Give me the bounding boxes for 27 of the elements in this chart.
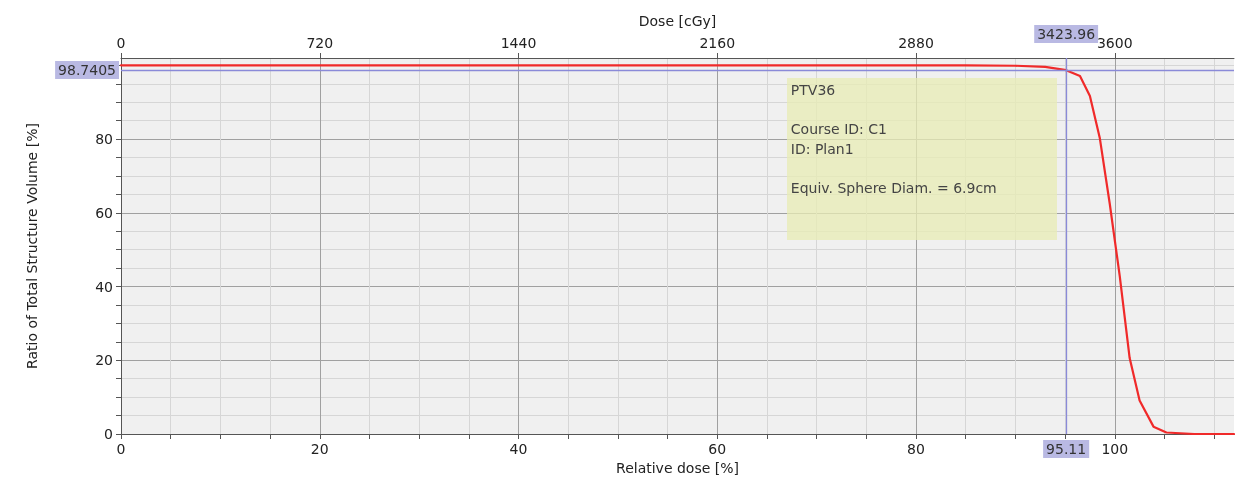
x2-tick-label: 2880 — [898, 35, 934, 51]
annotation: Equiv. Sphere Diam. = 6.9cm — [790, 178, 998, 198]
y-tick-label: 40 — [95, 278, 113, 295]
x-axis-title: Relative dose [%] — [616, 459, 739, 476]
y-tick-label: 80 — [95, 131, 113, 148]
ref-line-label: 98.7405 — [58, 62, 116, 79]
y-tick-label: 20 — [95, 352, 113, 369]
x2-tick-label: 2160 — [699, 35, 736, 51]
x-tick-label: 80 — [907, 441, 925, 457]
annotation: ID: Plan1 — [790, 139, 855, 159]
x2-tick-label: 720 — [306, 35, 334, 51]
y-axis-title: Ratio of Total Structure Volume [%] — [24, 123, 40, 369]
annotation: 3423.96 — [1037, 26, 1096, 43]
y-tick-label: 60 — [95, 204, 113, 221]
annotation: PTV36 — [790, 81, 837, 101]
x-tick-label: 20 — [310, 441, 329, 457]
x2-tick-label: 0 — [116, 35, 126, 51]
ref-line-label: 95.11 — [1046, 441, 1087, 457]
x2-tick-label: 3600 — [1096, 35, 1133, 51]
x-tick-label: 60 — [708, 441, 727, 457]
x2-axis-title: Dose [cGy] — [638, 13, 717, 29]
x2-tick-label: 1440 — [500, 35, 537, 51]
x-tick-label: 0 — [116, 441, 126, 457]
y-tick-label: 0 — [104, 426, 113, 442]
annotation: Course ID: C1 — [790, 120, 888, 140]
x-tick-label: 100 — [1101, 441, 1129, 457]
x-tick-label: 40 — [509, 441, 528, 457]
